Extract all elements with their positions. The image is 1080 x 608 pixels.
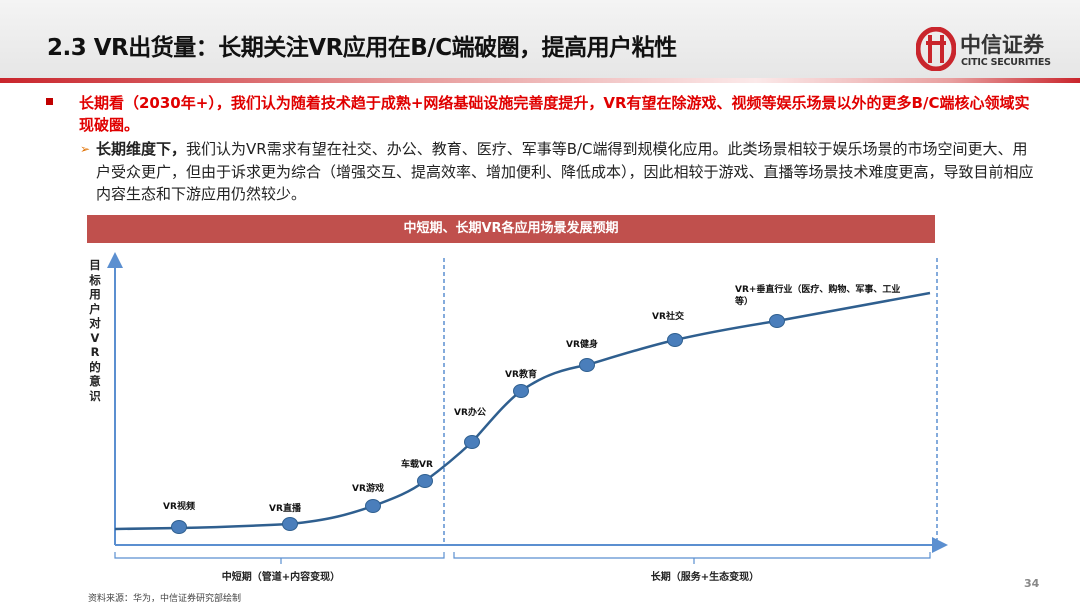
logo-brand: 中信证券 — [960, 33, 1044, 57]
stage-marker — [769, 314, 785, 328]
slide-title: 2.3 VR出货量：长期关注VR应用在B/C端破圈，提高用户粘性 — [47, 35, 677, 61]
citic-emblem-icon — [916, 27, 956, 71]
stage-marker — [171, 520, 187, 534]
sub-point: 长期维度下，我们认为VR需求有望在社交、办公、教育、医疗、军事等B/C端得到规模… — [96, 138, 1041, 206]
stage-marker — [282, 517, 298, 531]
stage-marker — [464, 435, 480, 449]
slide-header — [0, 0, 1080, 78]
stage-label: 车载VR — [401, 458, 433, 470]
bullet-icon — [46, 98, 53, 105]
stage-label: VR+垂直行业（医疗、购物、军事、工业等） — [734, 283, 900, 307]
arrow-bullet-icon: ➢ — [80, 142, 91, 156]
stage-label: VR健身 — [566, 338, 598, 350]
stage-label: VR游戏 — [352, 482, 384, 494]
stage-marker — [579, 358, 595, 372]
header-divider — [0, 78, 1080, 83]
long-term-bracket — [453, 552, 931, 564]
sub-point-text: 我们认为VR需求有望在社交、办公、教育、医疗、军事等B/C端得到规模化应用。此类… — [96, 140, 1034, 203]
page-number: 34 — [1024, 577, 1040, 590]
stage-marker — [667, 333, 683, 347]
stage-label: VR教育 — [505, 368, 537, 380]
stage-marker — [513, 384, 529, 398]
stage-label: VR办公 — [454, 406, 486, 418]
short-term-bracket — [114, 552, 445, 564]
stage-label: VR社交 — [652, 310, 684, 322]
source-note: 资料来源：华为，中信证券研究部绘制 — [88, 594, 242, 604]
stage-label: VR直播 — [269, 502, 302, 514]
y-axis-label: 目标用户对VR的意识 — [89, 258, 101, 403]
diagram-banner: 中短期、长期VR各应用场景发展预期 — [87, 215, 935, 243]
phase-label-short-term: 中短期（管道+内容变现） — [222, 570, 340, 583]
citic-logo: 中信证券 CITIC SECURITIES — [916, 27, 1066, 71]
sub-point-lead: 长期维度下， — [96, 140, 187, 158]
adoption-curve — [114, 291, 931, 531]
phase-label-long-term: 长期（服务+生态变现） — [651, 570, 759, 583]
stage-marker — [365, 499, 381, 513]
key-point: 长期看（2030年+），我们认为随着技术趋于成熟+网络基础设施完善度提升，VR有… — [79, 94, 1030, 134]
logo-english: CITIC SECURITIES — [961, 57, 1051, 68]
stage-marker — [417, 474, 433, 488]
stage-label: VR视频 — [163, 500, 195, 512]
